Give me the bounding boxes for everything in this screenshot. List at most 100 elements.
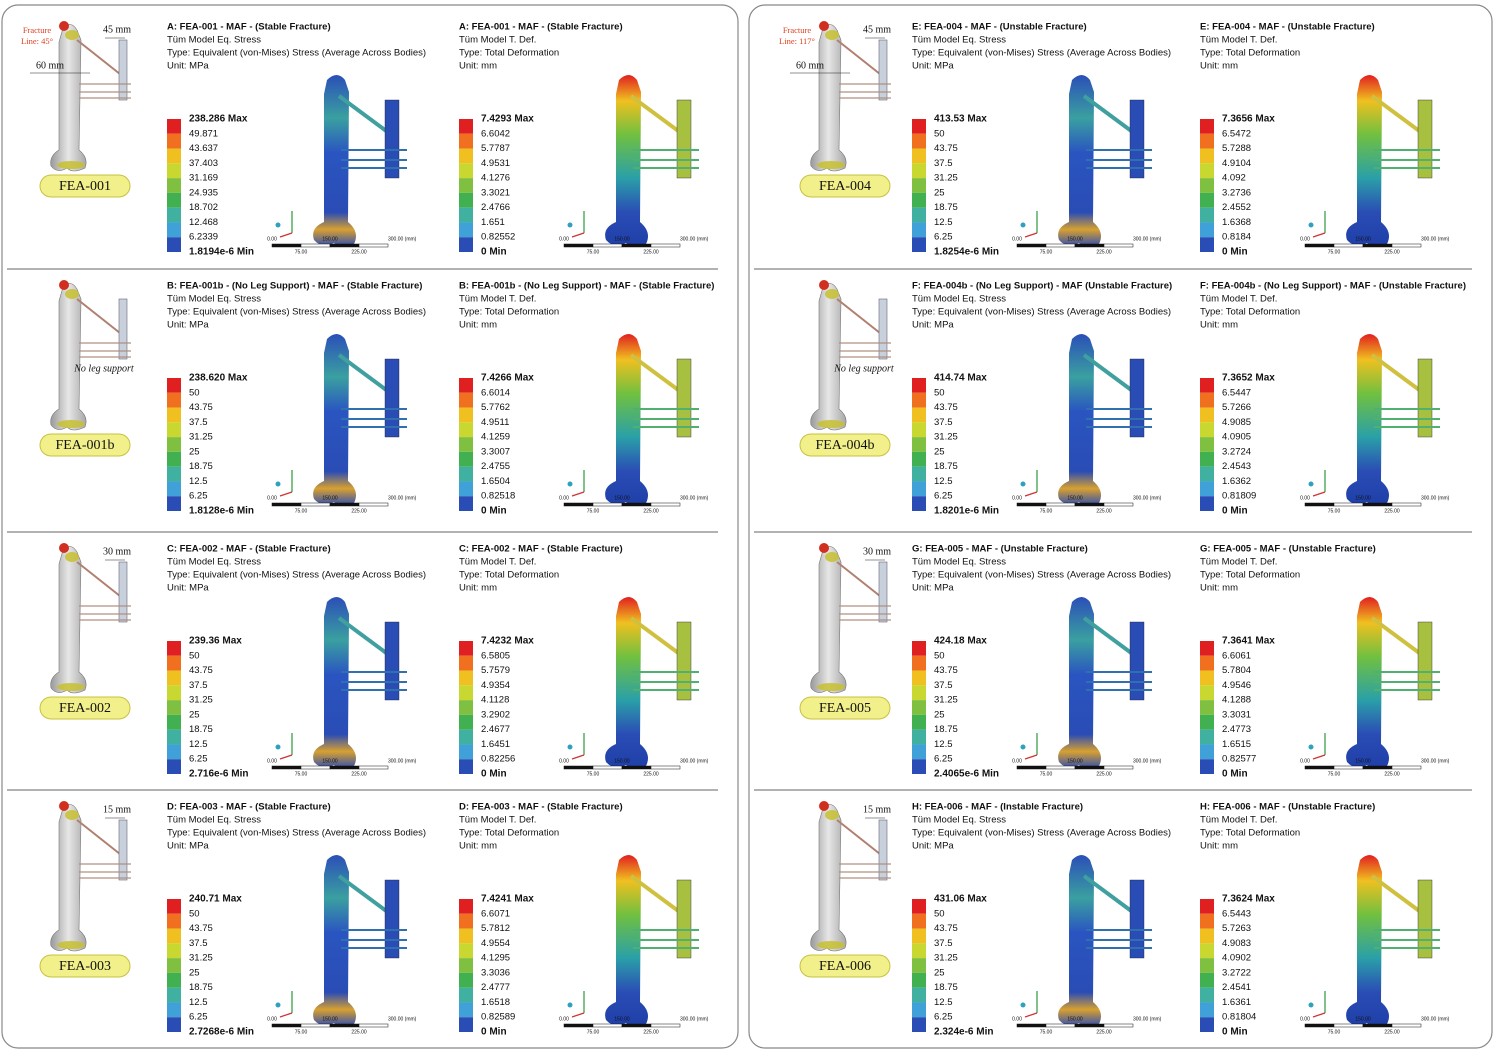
legend-swatch <box>1200 496 1214 511</box>
scale-bar-label: 0.00 <box>267 495 277 501</box>
legend-swatch <box>1200 899 1214 914</box>
legend-label: 12.5 <box>934 739 953 750</box>
axis-triad <box>276 745 281 750</box>
legend-label: 31.25 <box>934 695 958 706</box>
axis-triad <box>572 233 584 237</box>
scale-bar-label: 225.00 <box>1384 508 1400 514</box>
axis-triad <box>1313 492 1325 496</box>
legend-swatch <box>912 730 926 745</box>
legend-label: 6.25 <box>934 491 953 502</box>
scale-bar-segment <box>1075 503 1104 506</box>
scale-bar-label: 300.00 (mm) <box>1133 495 1162 501</box>
scale-bar-segment <box>622 766 651 769</box>
scale-bar-segment <box>1392 244 1421 247</box>
result-subtitle: Type: Equivalent (von-Mises) Stress (Ave… <box>167 307 426 318</box>
legend-swatch <box>912 1002 926 1017</box>
legend-label: 5.7266 <box>1222 402 1251 413</box>
legend-swatch <box>1200 222 1214 237</box>
offset-label: 45 mm <box>863 24 891 35</box>
legend-label: 7.3656 Max <box>1222 114 1275 125</box>
legend-label: 37.5 <box>189 938 208 949</box>
result-title: C: FEA-002 - MAF - (Stable Fracture) <box>167 544 331 555</box>
legend-label: 0 Min <box>1222 247 1248 258</box>
result-subtitle: Unit: mm <box>459 320 497 331</box>
legend-swatch <box>459 973 473 988</box>
model-label: FEA-004 <box>819 179 871 194</box>
legend-swatch <box>459 237 473 252</box>
legend-label: 31.25 <box>189 432 213 443</box>
legend-label: 12.5 <box>189 476 208 487</box>
legend-label: 50 <box>934 387 945 398</box>
scale-bar-label: 150.00 <box>1067 758 1083 764</box>
legend-swatch <box>1200 393 1214 408</box>
femur-neck <box>65 552 79 562</box>
axis-triad <box>572 1013 584 1017</box>
legend-swatch <box>167 988 181 1003</box>
result-title: F: FEA-004b - (No Leg Support) - MAF - (… <box>1200 281 1466 292</box>
scale-bar-segment <box>1334 766 1363 769</box>
legend-label: 12.5 <box>934 217 953 228</box>
scale-bar-label: 75.00 <box>1040 249 1053 255</box>
legend-swatch <box>167 134 181 149</box>
legend-label: 12.468 <box>189 217 218 228</box>
legend-label: 50 <box>934 128 945 139</box>
legend-label: 6.5805 <box>481 650 510 661</box>
legend-label: 5.7787 <box>481 143 510 154</box>
fixator-rod <box>837 40 885 78</box>
legend-swatch <box>167 481 181 496</box>
legend-label: 0 Min <box>1222 1027 1248 1038</box>
scale-bar-segment <box>564 244 593 247</box>
scale-bar-label: 75.00 <box>1040 771 1053 777</box>
scale-bar-label: 225.00 <box>643 1029 659 1035</box>
legend-swatch <box>459 958 473 973</box>
femur-head <box>59 801 69 811</box>
legend-label: 4.1295 <box>481 953 510 964</box>
legend-label: 18.75 <box>934 724 958 735</box>
fracture-line-label: Line: 45° <box>21 36 53 46</box>
scale-bar-label: 300.00 (mm) <box>388 1016 417 1022</box>
result-subtitle: Type: Equivalent (von-Mises) Stress (Ave… <box>167 570 426 581</box>
femur-head <box>819 543 829 553</box>
scale-bar-segment <box>1104 1024 1133 1027</box>
fixator-bar <box>677 622 691 700</box>
legend-swatch <box>167 222 181 237</box>
legend-label: 5.7762 <box>481 402 510 413</box>
legend-swatch <box>167 163 181 178</box>
result-subtitle: Type: Total Deformation <box>459 307 559 318</box>
result-subtitle: Tüm Model T. Def. <box>459 557 536 568</box>
model-label: FEA-006 <box>819 959 871 974</box>
legend-label: 6.2339 <box>189 232 218 243</box>
legend-label: 0 Min <box>481 506 507 517</box>
scale-bar-label: 300.00 (mm) <box>1421 236 1450 242</box>
result-subtitle: Tüm Model Eq. Stress <box>167 35 261 46</box>
scale-bar-segment <box>272 503 301 506</box>
scale-bar-label: 0.00 <box>1012 758 1022 764</box>
scale-bar-segment <box>1017 766 1046 769</box>
result-subtitle: Unit: MPa <box>912 841 954 852</box>
legend-swatch <box>1200 929 1214 944</box>
legend-swatch <box>1200 481 1214 496</box>
result-subtitle: Type: Equivalent (von-Mises) Stress (Ave… <box>912 307 1171 318</box>
scale-bar-label: 75.00 <box>587 249 600 255</box>
legend-swatch <box>459 715 473 730</box>
offset-label: 15 mm <box>863 804 891 815</box>
legend-swatch <box>912 393 926 408</box>
legend-label: 2.4766 <box>481 202 510 213</box>
legend-label: 6.6042 <box>481 128 510 139</box>
legend-swatch <box>459 422 473 437</box>
legend-label: 0.82552 <box>481 232 515 243</box>
legend-swatch <box>1200 1002 1214 1017</box>
legend-label: 6.25 <box>934 1012 953 1023</box>
legend-swatch <box>459 163 473 178</box>
legend-swatch <box>912 641 926 656</box>
axis-triad <box>1021 745 1026 750</box>
legend-label: 25 <box>189 446 200 457</box>
legend-label: 1.651 <box>481 217 505 228</box>
result-subtitle: Unit: mm <box>1200 61 1238 72</box>
legend-label: 6.6071 <box>481 908 510 919</box>
fracture-line-label: Line: 117° <box>779 36 815 46</box>
legend-label: 7.4266 Max <box>481 373 534 384</box>
legend-swatch <box>912 134 926 149</box>
scale-bar-label: 300.00 (mm) <box>680 236 709 242</box>
legend-label: 43.75 <box>934 923 958 934</box>
